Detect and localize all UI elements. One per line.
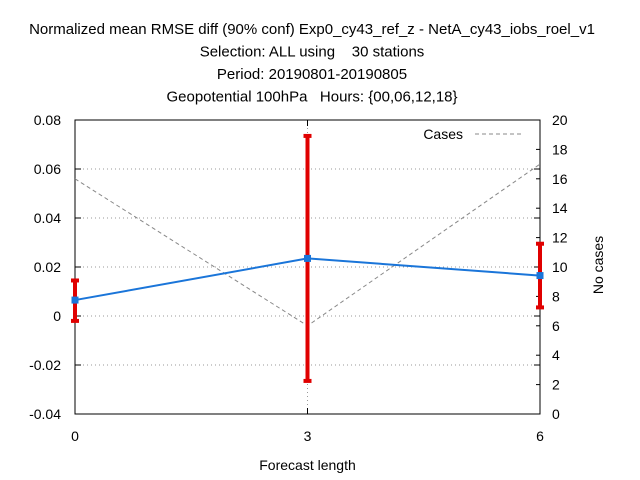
y2-tick-label: 14 — [552, 200, 568, 216]
x-tick-label: 6 — [536, 428, 544, 444]
x-tick-label: 0 — [71, 428, 79, 444]
title-line: Selection: ALL using 30 stations — [200, 44, 425, 61]
legend: Cases — [423, 126, 522, 142]
y-tick-label: 0.04 — [34, 210, 61, 226]
x-tick-label: 3 — [304, 428, 312, 444]
rmse-diff-point — [304, 254, 311, 262]
y-tick-label: -0.02 — [29, 357, 61, 373]
y-tick-label: 0.06 — [34, 161, 61, 177]
y-tick-label: 0.02 — [34, 259, 61, 275]
title-line: Period: 20190801-20190805 — [217, 66, 407, 83]
chart-title: Normalized mean RMSE diff (90% conf) Exp… — [29, 21, 595, 106]
y2-tick-label: 12 — [552, 230, 568, 246]
axis-ticks: -0.04 -0.02 0 0.02 0.04 0.06 0.08 0 2 4 6 8 10 12 14 16… — [29, 112, 568, 444]
y-tick-label: -0.04 — [29, 406, 61, 422]
y2-tick-label: 0 — [552, 406, 560, 422]
x-axis-label: Forecast length — [259, 457, 356, 473]
title-line: Normalized mean RMSE diff (90% conf) Exp… — [29, 21, 595, 38]
series — [71, 133, 544, 383]
rmse-diff-point — [536, 272, 544, 280]
title-line: Geopotential 100hPa Hours: {00,06,12,18} — [166, 89, 457, 106]
y2-tick-label: 2 — [552, 377, 560, 393]
y2-tick-label: 4 — [552, 347, 560, 363]
y2-tick-label: 16 — [552, 171, 568, 187]
y2-tick-label: 10 — [552, 259, 568, 275]
y2-tick-label: 20 — [552, 112, 568, 128]
rmse-diff-point — [71, 296, 79, 304]
y-tick-label: 0.08 — [34, 112, 61, 128]
y2-tick-label: 8 — [552, 288, 560, 304]
y2-tick-label: 18 — [552, 141, 568, 157]
legend-label-cases: Cases — [423, 126, 463, 142]
y2-tick-label: 6 — [552, 318, 560, 334]
y2-axis-label: No cases — [590, 236, 606, 294]
y-tick-label: 0 — [53, 308, 61, 324]
